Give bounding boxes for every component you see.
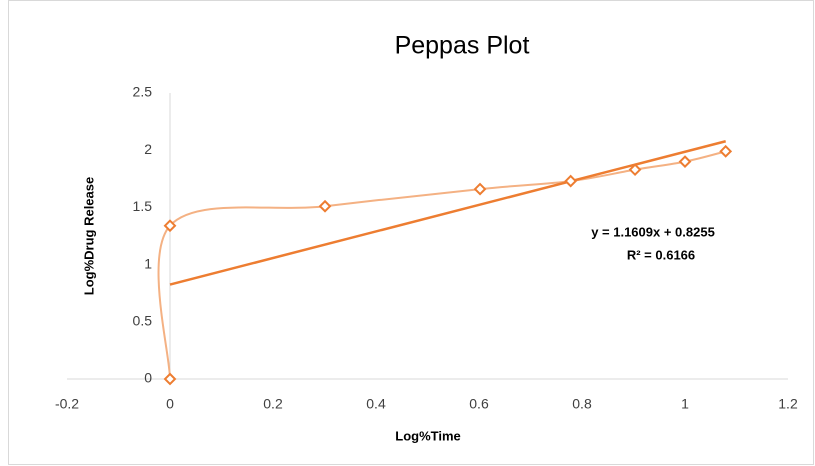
x-tick-label: 0.6 [469, 396, 489, 412]
marker [719, 144, 733, 158]
y-tick-label: 2.5 [133, 84, 153, 100]
trendline [169, 140, 726, 286]
x-tick-label: 0 [166, 396, 174, 412]
marker [678, 155, 692, 169]
y-tick-label: 1.5 [133, 198, 153, 214]
y-tick-label: 0.5 [133, 313, 153, 329]
marker [564, 174, 578, 188]
trendline-equation: y = 1.1609x + 0.8255 [591, 224, 715, 239]
y-axis-label: Log%Drug Release [81, 177, 96, 295]
marker [628, 163, 642, 177]
x-tick-label: -0.2 [55, 396, 79, 412]
marker [163, 219, 177, 233]
trendline-r2: R² = 0.6166 [627, 247, 695, 262]
marker [473, 182, 487, 196]
marker [163, 372, 177, 386]
x-tick-label: 1 [681, 396, 689, 412]
chart-title: Peppas Plot [395, 32, 530, 60]
x-axis-label: Log%Time [395, 428, 461, 443]
x-tick-label: 1.2 [778, 396, 798, 412]
marker [318, 199, 332, 213]
x-tick-label: 0.4 [366, 396, 386, 412]
y-tick-label: 2 [144, 141, 152, 157]
x-tick-label: 0.8 [572, 396, 592, 412]
x-tick-label: 0.2 [263, 396, 283, 412]
chart-border [8, 0, 814, 465]
y-tick-label: 0 [144, 370, 152, 386]
y-tick-label: 1 [144, 255, 152, 271]
